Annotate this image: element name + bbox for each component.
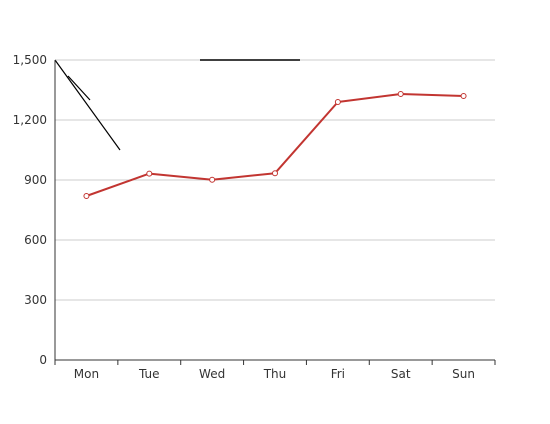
- y-tick-label: 900: [24, 173, 47, 187]
- annotation-stroke: [54, 59, 121, 151]
- annotation-strokes: [54, 59, 300, 151]
- data-point: [209, 176, 216, 183]
- y-tick-labels: 0 300 600 900 1,200 1,500: [13, 53, 47, 367]
- data-point: [397, 91, 404, 97]
- y-tick-label: 300: [24, 293, 47, 307]
- x-tick-label: Sat: [391, 367, 411, 381]
- data-point: [460, 93, 467, 99]
- x-tick-label: Wed: [199, 367, 225, 381]
- data-point: [334, 99, 341, 105]
- annotation-stroke: [67, 75, 91, 101]
- y-tick-label: 600: [24, 233, 47, 247]
- series-line-layer: [86, 93, 464, 197]
- grid-lines: [55, 59, 495, 301]
- series-line: [86, 93, 464, 197]
- x-tick-labels: Mon Tue Wed Thu Fri Sat Sun: [74, 367, 475, 381]
- y-tick-label: 1,200: [13, 113, 47, 127]
- data-point: [146, 170, 153, 177]
- x-tick-label: Sun: [452, 367, 475, 381]
- axes: [54, 60, 496, 365]
- x-tick-label: Mon: [74, 367, 99, 381]
- y-tick-label: 1,500: [13, 53, 47, 67]
- x-tick-label: Tue: [138, 367, 160, 381]
- series-points: [83, 91, 467, 199]
- y-tick-label: 0: [39, 353, 47, 367]
- data-point: [83, 193, 90, 199]
- x-tick-label: Thu: [263, 367, 287, 381]
- data-point: [272, 170, 278, 177]
- x-tick-label: Fri: [331, 367, 345, 381]
